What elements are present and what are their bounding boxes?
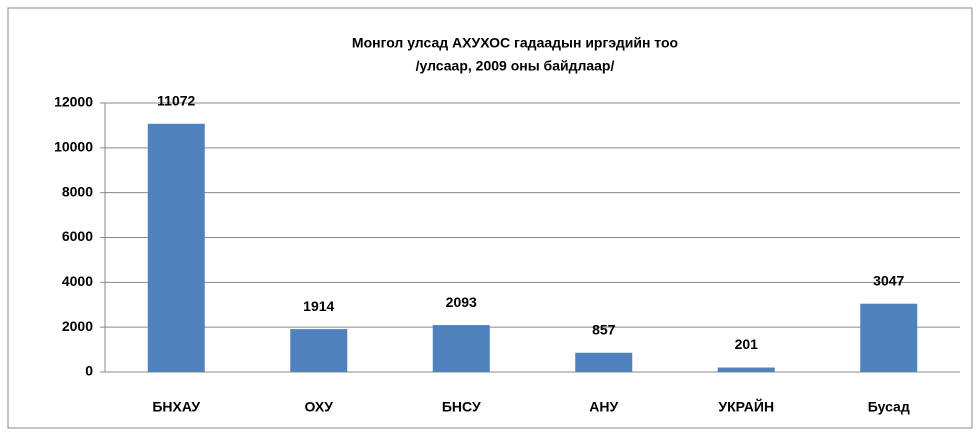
y-tick-label: 8000 (62, 183, 93, 199)
y-tick-label: 12000 (54, 94, 93, 110)
data-label: 3047 (873, 272, 904, 288)
data-label: 11072 (157, 93, 195, 109)
x-tick-label: Бусад (868, 399, 910, 415)
chart-title: Монгол улсад АХУХОС гадаадын иргэдийн то… (352, 35, 678, 51)
x-tick-label: БНСУ (442, 399, 481, 415)
bar (432, 325, 490, 372)
data-label: 857 (592, 321, 616, 337)
y-tick-label: 0 (85, 363, 93, 379)
x-tick-label: ОХУ (305, 399, 334, 415)
data-label: 1914 (303, 298, 334, 314)
y-tick-label: 6000 (62, 228, 93, 244)
data-label: 201 (735, 336, 759, 352)
x-tick-label: БНХАУ (152, 399, 200, 415)
data-label: 2093 (446, 294, 477, 310)
x-tick-label: АНУ (589, 399, 618, 415)
bar (717, 367, 775, 372)
bar (290, 329, 348, 372)
bar (147, 123, 205, 372)
chart-subtitle: /улсаар, 2009 оны байдлаар/ (416, 58, 615, 74)
y-tick-label: 10000 (54, 139, 93, 155)
bar (860, 303, 918, 372)
y-tick-label: 4000 (62, 273, 93, 289)
bar (575, 352, 633, 372)
y-tick-label: 2000 (62, 318, 93, 334)
x-tick-label: УКРАЙН (718, 398, 774, 415)
